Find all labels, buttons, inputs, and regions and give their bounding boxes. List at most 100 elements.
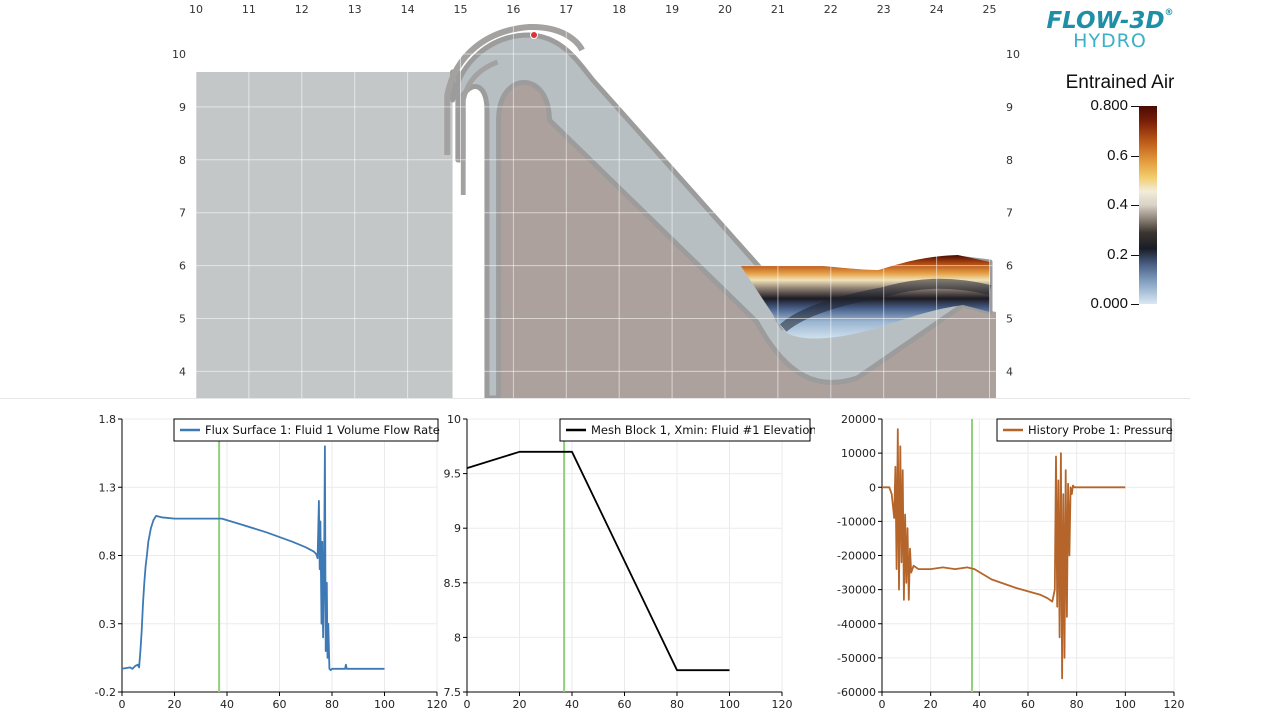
chart-y-tick-label: 8 — [454, 631, 461, 644]
sim-y-tick-label-left: 6 — [179, 260, 186, 273]
sim-x-tick-label: 22 — [824, 3, 838, 16]
sim-x-tick-label: 14 — [401, 3, 415, 16]
elevation-chart: 0 20 40 60 80 100 120 7.5 8 8.5 9 9.5 10 Mesh Block 1… — [444, 413, 816, 711]
chart-y-tick-label: 10000 — [841, 447, 876, 460]
chart-x-tick-label: 20 — [168, 698, 182, 711]
colorbar-tick — [1131, 106, 1139, 107]
chart-legend-label: Flux Surface 1: Fluid 1 Volume Flow Rate — [205, 423, 440, 437]
chart-x-tick-label: 0 — [119, 698, 126, 711]
chart-legend-label: Mesh Block 1, Xmin: Fluid #1 Elevation — [591, 423, 815, 437]
chart-y-tick-label: 0.3 — [99, 618, 117, 631]
sim-x-tick-label: 12 — [295, 3, 309, 16]
sim-y-tick-label-right: 10 — [1006, 48, 1020, 61]
chart-y-tick-label: -0.2 — [95, 686, 116, 699]
chart-x-tick-label: 80 — [325, 698, 339, 711]
chart-x-tick-label: 40 — [565, 698, 579, 711]
chart-y-tick-label: 1.8 — [99, 413, 117, 426]
sim-y-tick-label-left: 5 — [179, 313, 186, 326]
series-line — [882, 428, 1126, 680]
colorbar-tick-label: 0.800 — [1090, 97, 1128, 114]
brand-registered: ® — [1164, 8, 1174, 18]
sim-y-tick-label-left: 10 — [172, 48, 186, 61]
sim-y-tick-label-left: 7 — [179, 207, 186, 220]
chart-y-tick-label: 1.3 — [99, 481, 117, 494]
brand-line2: HYDRO — [1073, 30, 1147, 52]
sim-x-tick-label: 16 — [506, 3, 520, 16]
gate-structure — [444, 23, 585, 155]
sim-y-tick-label-right: 7 — [1006, 207, 1013, 220]
sim-x-tick-label: 13 — [348, 3, 362, 16]
sim-x-tick-label: 19 — [665, 3, 679, 16]
chart-y-tick-label: -10000 — [837, 515, 876, 528]
sim-y-tick-label-left: 9 — [179, 101, 186, 114]
chart-legend-box — [996, 418, 1172, 442]
colorbar-gradient — [1139, 106, 1157, 304]
history-probe-marker — [530, 31, 538, 39]
chart-x-tick-label: 80 — [1070, 698, 1084, 711]
chart-x-tick-label: 80 — [670, 698, 684, 711]
chart-x-tick-label: 120 — [427, 698, 448, 711]
sim-y-tick-label-right: 5 — [1006, 313, 1013, 326]
chart-y-tick-label: -50000 — [837, 652, 876, 665]
sim-y-tick-label-right: 8 — [1006, 154, 1013, 167]
sim-x-tick-label: 20 — [718, 3, 732, 16]
pressure-chart: 0 20 40 60 80 100 120 -60000 -50000 -40000 -30000 -… — [837, 413, 1185, 711]
chart-legend-box — [559, 418, 811, 442]
chart-y-tick-label: -30000 — [837, 584, 876, 597]
chart-y-tick-label: 10 — [447, 413, 461, 426]
sim-x-tick-label: 18 — [612, 3, 626, 16]
colorbar-tick-label: 0.6 — [1107, 146, 1128, 164]
series-line — [466, 450, 730, 672]
flow-rate-chart: 0 20 40 60 80 100 120 -0.2 0.3 0.8 1.3 1.8 Flux Surf… — [95, 413, 448, 711]
chart-x-tick-label: 40 — [972, 698, 986, 711]
colorbar-tick — [1131, 155, 1139, 157]
chart-x-tick-label: 60 — [618, 698, 632, 711]
colorbar-tick — [1131, 254, 1139, 256]
panel-divider — [0, 398, 1190, 399]
colorbar-tick — [1131, 304, 1139, 305]
chart-y-tick-label: 20000 — [841, 413, 876, 426]
simulation-view: 10 11 12 13 14 15 16 17 18 19 20 21 22 23 24 25 10 10 9 9 8 8… — [172, 3, 1020, 398]
chart-y-tick-label: 9.5 — [444, 468, 462, 481]
sim-y-tick-label-right: 6 — [1006, 260, 1013, 273]
chart-x-tick-label: 100 — [374, 698, 395, 711]
sim-x-tick-label: 23 — [877, 3, 891, 16]
sim-x-tick-label: 15 — [454, 3, 468, 16]
series-line — [121, 445, 385, 672]
ground-body — [498, 82, 996, 398]
sim-x-tick-label: 21 — [771, 3, 785, 16]
chart-y-tick-label: 8.5 — [444, 577, 462, 590]
sim-x-tick-label: 25 — [983, 3, 997, 16]
chart-x-tick-label: 100 — [719, 698, 740, 711]
chart-x-tick-label: 0 — [879, 698, 886, 711]
chart-y-tick-label: 7.5 — [444, 686, 462, 699]
chart-y-tick-label: -40000 — [837, 618, 876, 631]
chart-y-tick-label: 0.8 — [99, 550, 117, 563]
sim-y-tick-label-right: 9 — [1006, 101, 1013, 114]
chart-y-tick-label: 0 — [869, 481, 876, 494]
chart-x-tick-label: 100 — [1115, 698, 1136, 711]
flow3d-hydro-logo: FLOW-3D® HYDRO — [1040, 8, 1180, 52]
chart-y-tick-label: -20000 — [837, 550, 876, 563]
chart-x-tick-label: 60 — [273, 698, 287, 711]
sim-x-tick-label: 17 — [559, 3, 573, 16]
colorbar-tick-label: 0.000 — [1090, 295, 1128, 312]
colorbar-title: Entrained Air — [1065, 72, 1175, 93]
chart-x-tick-label: 0 — [464, 698, 471, 711]
chart-x-tick-label: 40 — [220, 698, 234, 711]
brand-line1: FLOW-3D — [1046, 8, 1165, 34]
chart-legend-box — [173, 418, 439, 442]
sim-x-tick-label: 10 — [189, 3, 203, 16]
sim-y-tick-label-left: 8 — [179, 154, 186, 167]
sim-y-tick-label-left: 4 — [179, 365, 186, 378]
chart-x-tick-label: 120 — [1164, 698, 1185, 711]
gate-inner-wall — [460, 59, 499, 195]
reservoir-water — [196, 72, 453, 398]
chart-x-tick-label: 20 — [924, 698, 938, 711]
colorbar-tick — [1131, 205, 1139, 206]
sim-x-tick-label: 11 — [242, 3, 256, 16]
chart-y-tick-label: 9 — [454, 522, 461, 535]
chart-legend-label: History Probe 1: Pressure — [1028, 423, 1173, 437]
chart-x-tick-label: 20 — [513, 698, 527, 711]
chart-x-tick-label: 120 — [772, 698, 793, 711]
